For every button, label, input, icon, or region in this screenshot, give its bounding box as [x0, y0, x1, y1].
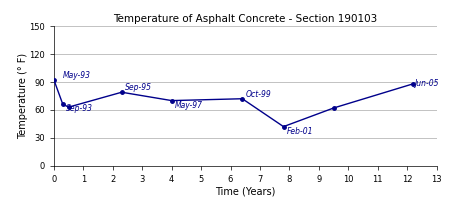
X-axis label: Time (Years): Time (Years) [215, 186, 275, 197]
Text: Sep-95: Sep-95 [125, 83, 152, 92]
Text: Sep-93: Sep-93 [66, 104, 93, 113]
Title: Temperature of Asphalt Concrete - Section 190103: Temperature of Asphalt Concrete - Sectio… [113, 14, 378, 24]
Text: Oct-99: Oct-99 [245, 90, 271, 99]
Text: May-93: May-93 [63, 71, 91, 80]
Text: Jun-05: Jun-05 [414, 79, 439, 88]
Text: May-97: May-97 [175, 101, 202, 110]
Y-axis label: Temperature (° F): Temperature (° F) [18, 53, 28, 139]
Text: Feb-01: Feb-01 [287, 127, 313, 136]
